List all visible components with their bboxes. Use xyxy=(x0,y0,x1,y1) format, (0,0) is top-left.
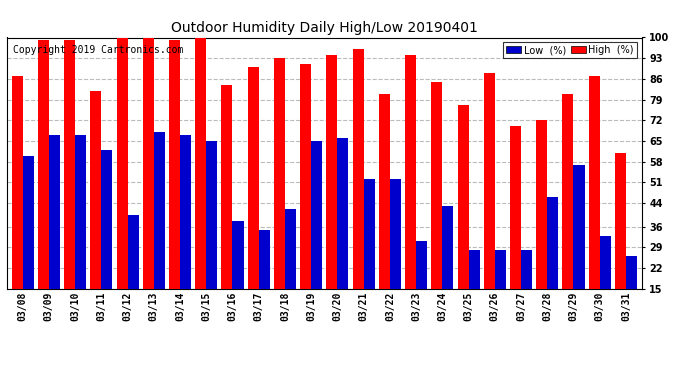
Bar xyxy=(626,256,637,289)
Bar xyxy=(405,55,416,289)
Bar xyxy=(379,94,390,289)
Bar xyxy=(589,76,600,289)
Bar xyxy=(510,126,521,289)
Bar xyxy=(64,40,75,289)
Bar xyxy=(49,135,60,289)
Bar xyxy=(75,135,86,289)
Bar xyxy=(562,94,573,289)
Bar xyxy=(442,206,453,289)
Bar xyxy=(469,251,480,289)
Bar xyxy=(484,73,495,289)
Bar xyxy=(457,105,469,289)
Title: Outdoor Humidity Daily High/Low 20190401: Outdoor Humidity Daily High/Low 20190401 xyxy=(171,21,477,35)
Bar xyxy=(128,215,139,289)
Bar xyxy=(536,120,547,289)
Bar xyxy=(23,156,34,289)
Bar xyxy=(195,34,206,289)
Bar xyxy=(521,251,532,289)
Bar xyxy=(38,40,49,289)
Bar xyxy=(248,67,259,289)
Bar xyxy=(573,165,584,289)
Bar xyxy=(90,91,101,289)
Bar xyxy=(431,82,442,289)
Bar xyxy=(206,141,217,289)
Bar xyxy=(547,197,558,289)
Bar xyxy=(600,236,611,289)
Bar xyxy=(353,50,364,289)
Bar xyxy=(143,38,154,289)
Bar xyxy=(311,141,322,289)
Bar xyxy=(169,40,180,289)
Bar xyxy=(233,221,244,289)
Bar xyxy=(101,150,112,289)
Bar xyxy=(300,64,311,289)
Bar xyxy=(390,179,401,289)
Bar xyxy=(274,58,285,289)
Legend: Low  (%), High  (%): Low (%), High (%) xyxy=(504,42,637,58)
Bar xyxy=(180,135,191,289)
Bar xyxy=(221,85,233,289)
Bar xyxy=(364,179,375,289)
Bar xyxy=(117,38,128,289)
Bar xyxy=(285,209,296,289)
Bar xyxy=(12,76,23,289)
Bar xyxy=(326,55,337,289)
Text: Copyright 2019 Cartronics.com: Copyright 2019 Cartronics.com xyxy=(13,45,184,55)
Bar xyxy=(337,138,348,289)
Bar xyxy=(259,230,270,289)
Bar xyxy=(495,251,506,289)
Bar xyxy=(154,132,165,289)
Bar xyxy=(615,153,626,289)
Bar xyxy=(416,242,427,289)
